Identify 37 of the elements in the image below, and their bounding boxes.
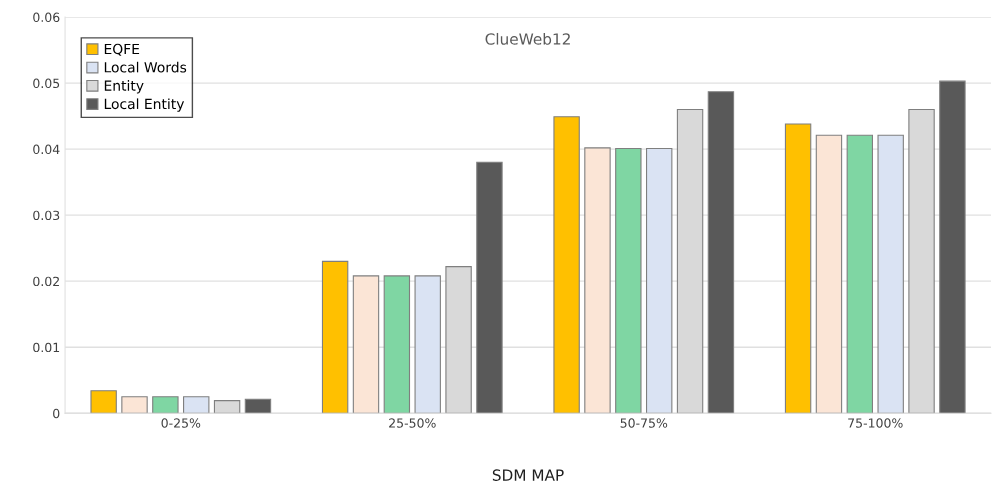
bar bbox=[121, 396, 148, 414]
bar bbox=[645, 147, 673, 414]
legend-label: Entity bbox=[104, 80, 144, 94]
bar bbox=[939, 80, 966, 414]
bar bbox=[615, 147, 642, 414]
x-tick-label: 25-50% bbox=[389, 418, 436, 428]
text: ClueWeb12 bbox=[485, 32, 570, 45]
x-tick-label: 50-75% bbox=[620, 418, 668, 428]
bar bbox=[152, 396, 179, 414]
bar bbox=[815, 134, 843, 414]
x-tick-label: 0-25% bbox=[161, 418, 201, 428]
y-tick-label: 0.04 bbox=[33, 144, 60, 155]
bar bbox=[183, 396, 210, 414]
bar bbox=[321, 260, 349, 414]
bar bbox=[553, 116, 580, 414]
bar bbox=[707, 91, 735, 414]
bar bbox=[90, 390, 117, 414]
y-tick-label: 0.03 bbox=[33, 210, 60, 221]
legend-label: Local Entity bbox=[104, 98, 185, 112]
legend-label: EQFE bbox=[104, 43, 140, 56]
y-tick-label: 0.02 bbox=[33, 276, 59, 287]
bar bbox=[383, 275, 411, 414]
bar bbox=[584, 147, 611, 414]
x-tick-label: 75-100% bbox=[848, 418, 903, 428]
legend-label: Local Words bbox=[104, 61, 187, 73]
bar bbox=[352, 275, 380, 414]
bar bbox=[784, 123, 812, 414]
y-tick-label: 0.01 bbox=[33, 342, 60, 353]
bar bbox=[846, 134, 874, 414]
bar bbox=[476, 161, 503, 414]
bar bbox=[244, 398, 272, 414]
y-tick-label: 0.05 bbox=[33, 78, 60, 89]
x-axis-title: SDM MAP bbox=[492, 469, 564, 481]
bar bbox=[877, 134, 904, 414]
y-tick-label: 0 bbox=[53, 408, 60, 419]
bar bbox=[414, 275, 441, 414]
y-tick-label: 0.06 bbox=[33, 12, 60, 23]
